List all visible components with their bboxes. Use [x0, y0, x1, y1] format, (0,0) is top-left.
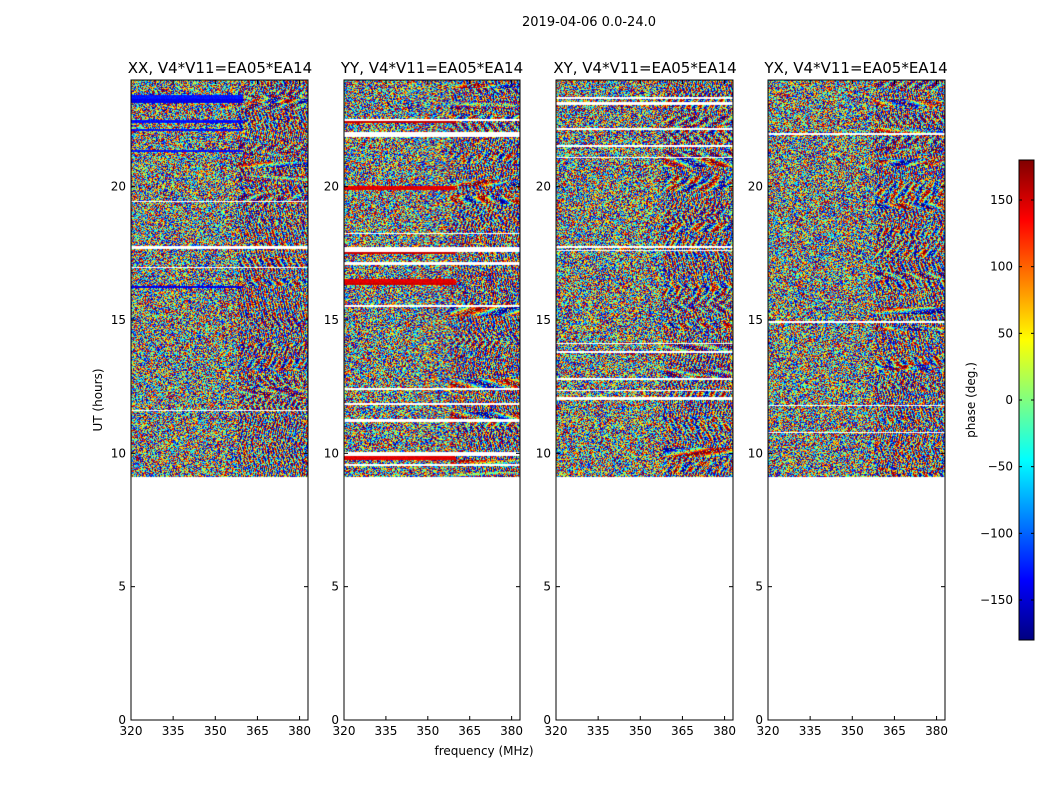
panel-xy: XY, V4*V11=EA05*EA14 320 335 350 365 380 0 5 1… — [536, 59, 737, 738]
y-tick-label: 0 — [755, 713, 763, 727]
y-tick-label: 5 — [543, 580, 551, 594]
x-tick-label: 320 — [545, 724, 568, 738]
x-tick-label: 380 — [500, 724, 523, 738]
y-ticks-xy: 0 5 10 15 20 — [536, 180, 733, 727]
plot-frame-yx — [767, 79, 946, 721]
heatmap-yy — [344, 80, 520, 720]
y-tick-label: 15 — [748, 313, 763, 327]
y-tick-label: 5 — [755, 580, 763, 594]
x-axis-label: frequency (MHz) — [434, 744, 533, 758]
x-tick-label: 335 — [799, 724, 822, 738]
x-ticks-xx: 320 335 350 365 380 — [120, 80, 311, 738]
y-tick-label: 20 — [324, 180, 339, 194]
colorbar-tick-label: −100 — [980, 526, 1013, 540]
x-tick-label: 335 — [587, 724, 610, 738]
y-axis-label: UT (hours) — [91, 368, 105, 431]
colorbar-tick-label: −50 — [988, 460, 1013, 474]
y-tick-label: 15 — [324, 313, 339, 327]
y-tick-label: 20 — [536, 180, 551, 194]
x-tick-label: 350 — [416, 724, 439, 738]
panel-yy: YY, V4*V11=EA05*EA14 320 335 350 365 380 0 5 1… — [324, 59, 523, 738]
x-tick-label: 380 — [713, 724, 736, 738]
y-tick-label: 10 — [748, 446, 763, 460]
colorbar-tick-label: 100 — [990, 260, 1013, 274]
colorbar-tick-label: 150 — [990, 193, 1013, 207]
x-tick-label: 380 — [288, 724, 311, 738]
plot-frame-xx — [130, 79, 309, 721]
x-tick-label: 350 — [204, 724, 227, 738]
colorbar-tick-label: −150 — [980, 593, 1013, 607]
x-tick-label: 350 — [841, 724, 864, 738]
colorbar-tick-label: 0 — [1005, 393, 1013, 407]
x-tick-label: 335 — [374, 724, 397, 738]
y-tick-label: 15 — [536, 313, 551, 327]
y-tick-label: 5 — [331, 580, 339, 594]
panel-title-yy: YY, V4*V11=EA05*EA14 — [340, 59, 523, 77]
x-tick-label: 320 — [120, 724, 143, 738]
figure-title: 2019-04-06 0.0-24.0 — [522, 15, 656, 30]
y-tick-label: 0 — [331, 713, 339, 727]
heatmap-xy — [556, 80, 733, 720]
colorbar-label: phase (deg.) — [964, 362, 978, 438]
heatmap-yx — [768, 80, 945, 720]
x-ticks-yy: 320 335 350 365 380 — [333, 80, 523, 738]
y-tick-label: 10 — [536, 446, 551, 460]
x-tick-label: 380 — [925, 724, 948, 738]
panel-xx: XX, V4*V11=EA05*EA14 320 335 350 365 380 0 5 1… — [111, 59, 313, 738]
panel-title-xx: XX, V4*V11=EA05*EA14 — [128, 59, 312, 77]
panel-title-yx: YX, V4*V11=EA05*EA14 — [763, 59, 947, 77]
colorbar-ticks: 150 100 50 0 −50 −100 −150 — [980, 193, 1034, 607]
y-tick-label: 0 — [543, 713, 551, 727]
y-tick-label: 20 — [111, 180, 126, 194]
panel-title-xy: XY, V4*V11=EA05*EA14 — [553, 59, 736, 77]
y-tick-label: 5 — [118, 580, 126, 594]
x-tick-label: 320 — [757, 724, 780, 738]
colorbar-tick-label: 50 — [998, 326, 1013, 340]
colorbar: 150 100 50 0 −50 −100 −150 phase (deg.) — [964, 159, 1035, 641]
x-tick-label: 365 — [671, 724, 694, 738]
x-tick-label: 365 — [458, 724, 481, 738]
x-tick-label: 365 — [883, 724, 906, 738]
plot-frame-yy — [343, 79, 521, 721]
y-tick-label: 10 — [324, 446, 339, 460]
heatmap-xx — [131, 80, 308, 720]
y-ticks-yy: 0 5 10 15 20 — [324, 180, 520, 727]
plot-frame-xy — [555, 79, 734, 721]
y-tick-label: 10 — [111, 446, 126, 460]
y-tick-label: 0 — [118, 713, 126, 727]
y-ticks-yx: 0 5 10 15 20 — [748, 180, 945, 727]
y-tick-label: 15 — [111, 313, 126, 327]
x-tick-label: 365 — [246, 724, 269, 738]
x-tick-label: 350 — [629, 724, 652, 738]
x-tick-label: 335 — [162, 724, 185, 738]
x-tick-label: 320 — [333, 724, 356, 738]
x-ticks-xy: 320 335 350 365 380 — [545, 80, 736, 738]
x-ticks-yx: 320 335 350 365 380 — [757, 80, 948, 738]
y-tick-label: 20 — [748, 180, 763, 194]
panel-yx: YX, V4*V11=EA05*EA14 320 335 350 365 380 0 5 1… — [748, 59, 948, 738]
y-ticks-xx: 0 5 10 15 20 — [111, 180, 308, 727]
